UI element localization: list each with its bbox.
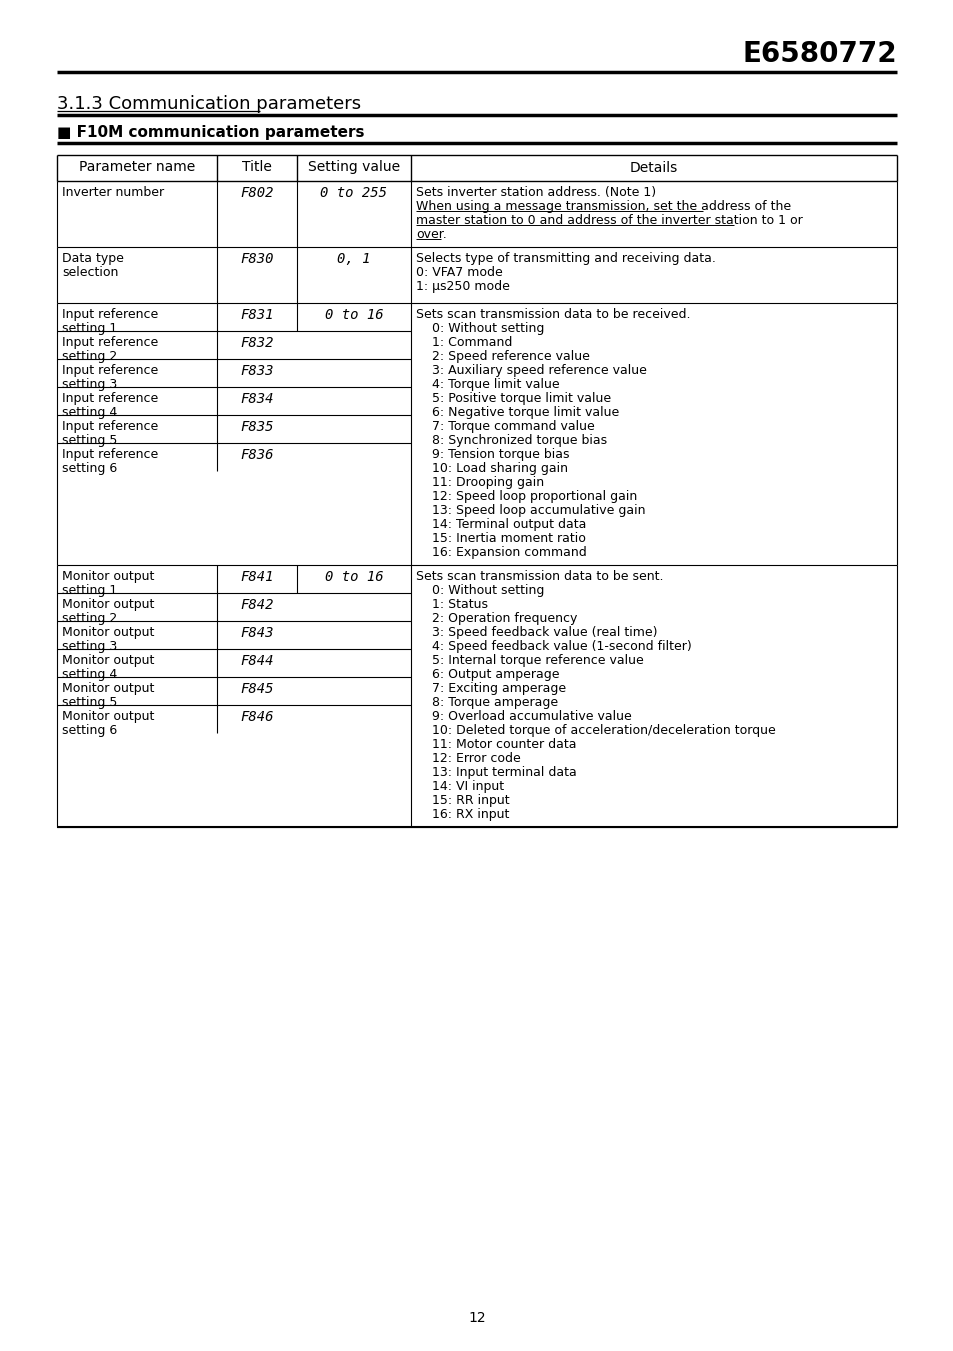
Text: E6580772: E6580772 (741, 41, 896, 68)
Text: Sets scan transmission data to be received.: Sets scan transmission data to be receiv… (416, 308, 690, 322)
Text: Input reference: Input reference (62, 308, 158, 322)
Text: 5: Internal torque reference value: 5: Internal torque reference value (432, 654, 643, 667)
Text: F833: F833 (240, 363, 274, 378)
Text: Monitor output: Monitor output (62, 598, 154, 611)
Text: 14: VI input: 14: VI input (432, 780, 503, 793)
Text: F844: F844 (240, 654, 274, 667)
Text: setting 6: setting 6 (62, 462, 117, 476)
Text: 8: Synchronized torque bias: 8: Synchronized torque bias (432, 434, 606, 447)
Text: Input reference: Input reference (62, 392, 158, 405)
Text: 10: Deleted torque of acceleration/deceleration torque: 10: Deleted torque of acceleration/decel… (432, 724, 775, 738)
Text: 16: RX input: 16: RX input (432, 808, 509, 821)
Text: 11: Motor counter data: 11: Motor counter data (432, 738, 576, 751)
Text: F831: F831 (240, 308, 274, 322)
Text: setting 1: setting 1 (62, 584, 117, 597)
Text: 6: Negative torque limit value: 6: Negative torque limit value (432, 407, 618, 419)
Text: 11: Drooping gain: 11: Drooping gain (432, 476, 543, 489)
Text: setting 5: setting 5 (62, 696, 117, 709)
Text: Monitor output: Monitor output (62, 654, 154, 667)
Text: 0: VFA7 mode: 0: VFA7 mode (416, 266, 502, 280)
Text: 16: Expansion command: 16: Expansion command (432, 546, 586, 559)
Text: F841: F841 (240, 570, 274, 584)
Text: setting 4: setting 4 (62, 407, 117, 419)
Text: Input reference: Input reference (62, 363, 158, 377)
Text: F802: F802 (240, 186, 274, 200)
Text: F836: F836 (240, 449, 274, 462)
Text: setting 1: setting 1 (62, 322, 117, 335)
Text: setting 5: setting 5 (62, 434, 117, 447)
Text: 0, 1: 0, 1 (337, 253, 371, 266)
Text: Monitor output: Monitor output (62, 626, 154, 639)
Text: Inverter number: Inverter number (62, 186, 164, 199)
Text: Input reference: Input reference (62, 449, 158, 461)
Text: Selects type of transmitting and receiving data.: Selects type of transmitting and receivi… (416, 253, 715, 265)
Text: F845: F845 (240, 682, 274, 696)
Text: Title: Title (242, 159, 272, 174)
Text: 0: Without setting: 0: Without setting (432, 584, 544, 597)
Text: 4: Torque limit value: 4: Torque limit value (432, 378, 559, 390)
Text: 1: Status: 1: Status (432, 598, 488, 611)
Text: 9: Tension torque bias: 9: Tension torque bias (432, 449, 569, 461)
Text: 0 to 16: 0 to 16 (324, 570, 383, 584)
Text: master station to 0 and address of the inverter station to 1 or: master station to 0 and address of the i… (416, 213, 801, 227)
Text: Data type: Data type (62, 253, 124, 265)
Text: 4: Speed feedback value (1-second filter): 4: Speed feedback value (1-second filter… (432, 640, 691, 653)
Text: 12: Error code: 12: Error code (432, 753, 520, 765)
Text: setting 4: setting 4 (62, 667, 117, 681)
Text: 0: Without setting: 0: Without setting (432, 322, 544, 335)
Text: Input reference: Input reference (62, 420, 158, 434)
Text: When using a message transmission, set the address of the: When using a message transmission, set t… (416, 200, 790, 213)
Text: 9: Overload accumulative value: 9: Overload accumulative value (432, 711, 631, 723)
Text: 13: Speed loop accumulative gain: 13: Speed loop accumulative gain (432, 504, 645, 517)
Text: setting 2: setting 2 (62, 612, 117, 626)
Text: Parameter name: Parameter name (79, 159, 195, 174)
Text: setting 6: setting 6 (62, 724, 117, 738)
Text: setting 2: setting 2 (62, 350, 117, 363)
Text: 8: Torque amperage: 8: Torque amperage (432, 696, 558, 709)
Text: 13: Input terminal data: 13: Input terminal data (432, 766, 577, 780)
Text: Input reference: Input reference (62, 336, 158, 349)
Text: Sets scan transmission data to be sent.: Sets scan transmission data to be sent. (416, 570, 662, 584)
Text: 3: Speed feedback value (real time): 3: Speed feedback value (real time) (432, 626, 657, 639)
Text: F832: F832 (240, 336, 274, 350)
Text: F846: F846 (240, 711, 274, 724)
Text: Monitor output: Monitor output (62, 570, 154, 584)
Text: 1: Command: 1: Command (432, 336, 512, 349)
Text: 2: Speed reference value: 2: Speed reference value (432, 350, 589, 363)
Text: ■ F10M communication parameters: ■ F10M communication parameters (57, 126, 364, 141)
Text: 6: Output amperage: 6: Output amperage (432, 667, 558, 681)
Text: 7: Torque command value: 7: Torque command value (432, 420, 594, 434)
Text: 7: Exciting amperage: 7: Exciting amperage (432, 682, 565, 694)
Text: selection: selection (62, 266, 118, 280)
Text: F830: F830 (240, 253, 274, 266)
Text: setting 3: setting 3 (62, 378, 117, 390)
Text: 0 to 16: 0 to 16 (324, 308, 383, 322)
Text: 1: μs250 mode: 1: μs250 mode (416, 280, 509, 293)
Text: over.: over. (416, 228, 446, 240)
Text: 3: Auxiliary speed reference value: 3: Auxiliary speed reference value (432, 363, 646, 377)
Text: 12: Speed loop proportional gain: 12: Speed loop proportional gain (432, 490, 637, 503)
Text: 15: RR input: 15: RR input (432, 794, 509, 807)
Text: Setting value: Setting value (308, 159, 399, 174)
Text: 3.1.3 Communication parameters: 3.1.3 Communication parameters (57, 95, 361, 113)
Text: 12: 12 (468, 1310, 485, 1325)
Text: 2: Operation frequency: 2: Operation frequency (432, 612, 577, 626)
Text: 5: Positive torque limit value: 5: Positive torque limit value (432, 392, 611, 405)
Text: 15: Inertia moment ratio: 15: Inertia moment ratio (432, 532, 585, 544)
Text: Sets inverter station address. (Note 1): Sets inverter station address. (Note 1) (416, 186, 656, 199)
Text: 0 to 255: 0 to 255 (320, 186, 387, 200)
Text: F843: F843 (240, 626, 274, 640)
Text: F835: F835 (240, 420, 274, 434)
Text: F834: F834 (240, 392, 274, 407)
Text: F842: F842 (240, 598, 274, 612)
Text: setting 3: setting 3 (62, 640, 117, 653)
Text: Monitor output: Monitor output (62, 711, 154, 723)
Text: 10: Load sharing gain: 10: Load sharing gain (432, 462, 567, 476)
Text: Monitor output: Monitor output (62, 682, 154, 694)
Text: 14: Terminal output data: 14: Terminal output data (432, 517, 586, 531)
Text: Details: Details (629, 161, 678, 176)
